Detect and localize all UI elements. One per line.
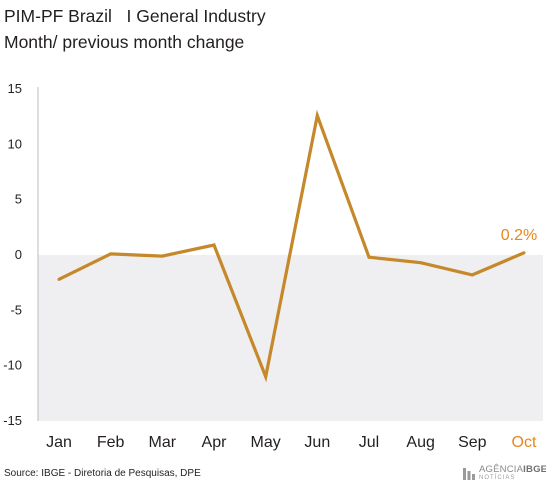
y-tick-label: 15: [8, 81, 22, 96]
y-tick-label: -10: [3, 358, 22, 373]
x-tick-label: Apr: [202, 434, 228, 451]
ibge-logo-icon: [463, 468, 475, 480]
series-line: [58, 109, 525, 383]
x-tick-label: Mar: [149, 434, 177, 451]
x-tick-label: May: [251, 434, 281, 451]
data-point: [367, 255, 371, 259]
chart-title-block: PIM-PF Brazil I General Industry Month/ …: [4, 3, 266, 55]
data-point: [160, 254, 164, 258]
y-tick-label: -5: [10, 302, 22, 317]
x-tick-label: Sep: [458, 434, 487, 451]
x-tick-label: Jul: [359, 434, 379, 451]
chart-title: PIM-PF Brazil I General Industry: [4, 6, 266, 26]
y-tick-label: 10: [8, 136, 22, 151]
data-point: [522, 251, 526, 255]
x-tick-label: Feb: [97, 434, 125, 451]
y-tick-label: 0: [15, 247, 22, 262]
y-tick-label: 5: [15, 192, 22, 207]
data-point: [470, 273, 474, 277]
x-tick-label: Jan: [46, 434, 72, 451]
y-tick-label: -15: [3, 413, 22, 428]
logo-sub: NOTÍCIAS: [479, 475, 516, 481]
x-tick-label: Jun: [304, 434, 330, 451]
negative-region-shade: [38, 255, 543, 421]
logo-prefix: AGÊNCIA: [479, 464, 524, 475]
x-tick-label: Oct: [512, 434, 537, 451]
data-point: [264, 375, 268, 379]
data-label: 0.2%: [501, 227, 537, 244]
data-point: [315, 114, 319, 118]
x-tick-label: Aug: [406, 434, 434, 451]
data-point: [109, 252, 113, 256]
logo-brand: IBGE: [523, 464, 546, 475]
source-note: Source: IBGE - Diretoria de Pesquisas, D…: [4, 468, 201, 479]
data-point: [57, 277, 61, 281]
data-point: [212, 243, 216, 247]
agencia-ibge-logo: AGÊNCIAIBGE NOTÍCIAS: [462, 465, 546, 483]
data-point: [419, 261, 423, 265]
chart-subtitle: Month/ previous month change: [4, 32, 245, 52]
